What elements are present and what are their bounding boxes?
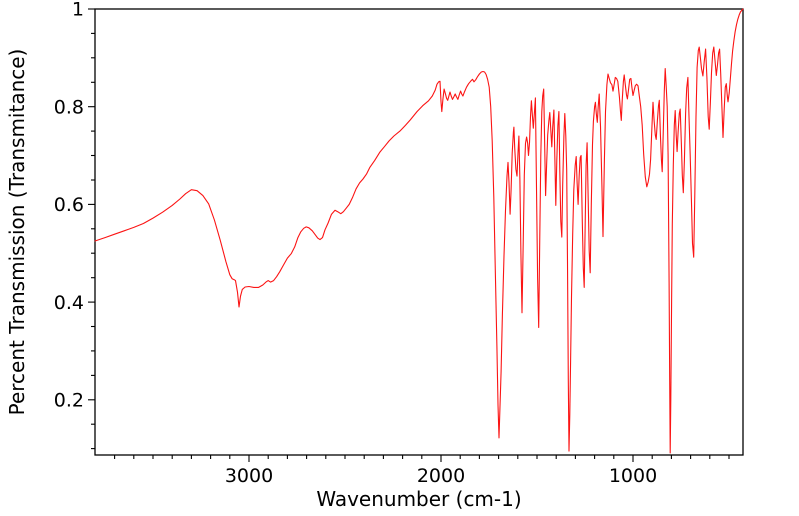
- y-tick-label: 0.6: [54, 194, 84, 216]
- x-axis-label: Wavenumber (cm-1): [316, 487, 521, 511]
- y-tick-label: 0.2: [54, 389, 84, 411]
- x-tick-labels: 3000 2000 1000: [225, 465, 657, 487]
- y-axis-label: Percent Transmission (Transmitance): [5, 49, 29, 416]
- x-tick-label: 1000: [609, 465, 657, 487]
- y-tick-label: 0.4: [54, 292, 84, 314]
- y-tick-label: 0.8: [54, 96, 84, 118]
- spectrum-line: [94, 8, 744, 454]
- x-tick-label: 2000: [417, 465, 465, 487]
- y-tick-labels: 1 0.8 0.6 0.4 0.2: [54, 0, 84, 411]
- x-tick-label: 3000: [225, 465, 273, 487]
- plot-area-border: [94, 8, 744, 456]
- x-minor-ticks: [114, 455, 730, 459]
- y-minor-ticks: [91, 32, 95, 450]
- y-major-ticks: [88, 8, 95, 401]
- y-tick-label: 1: [72, 0, 84, 21]
- x-major-ticks: [248, 455, 634, 462]
